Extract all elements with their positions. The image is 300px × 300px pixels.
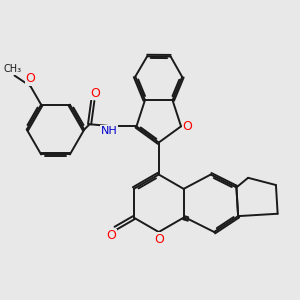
Text: O: O [154, 233, 164, 246]
Text: O: O [106, 229, 116, 242]
Text: O: O [182, 120, 192, 133]
Text: O: O [26, 72, 35, 85]
Text: NH: NH [100, 126, 117, 136]
Text: CH₃: CH₃ [3, 64, 21, 74]
Text: O: O [90, 87, 100, 100]
